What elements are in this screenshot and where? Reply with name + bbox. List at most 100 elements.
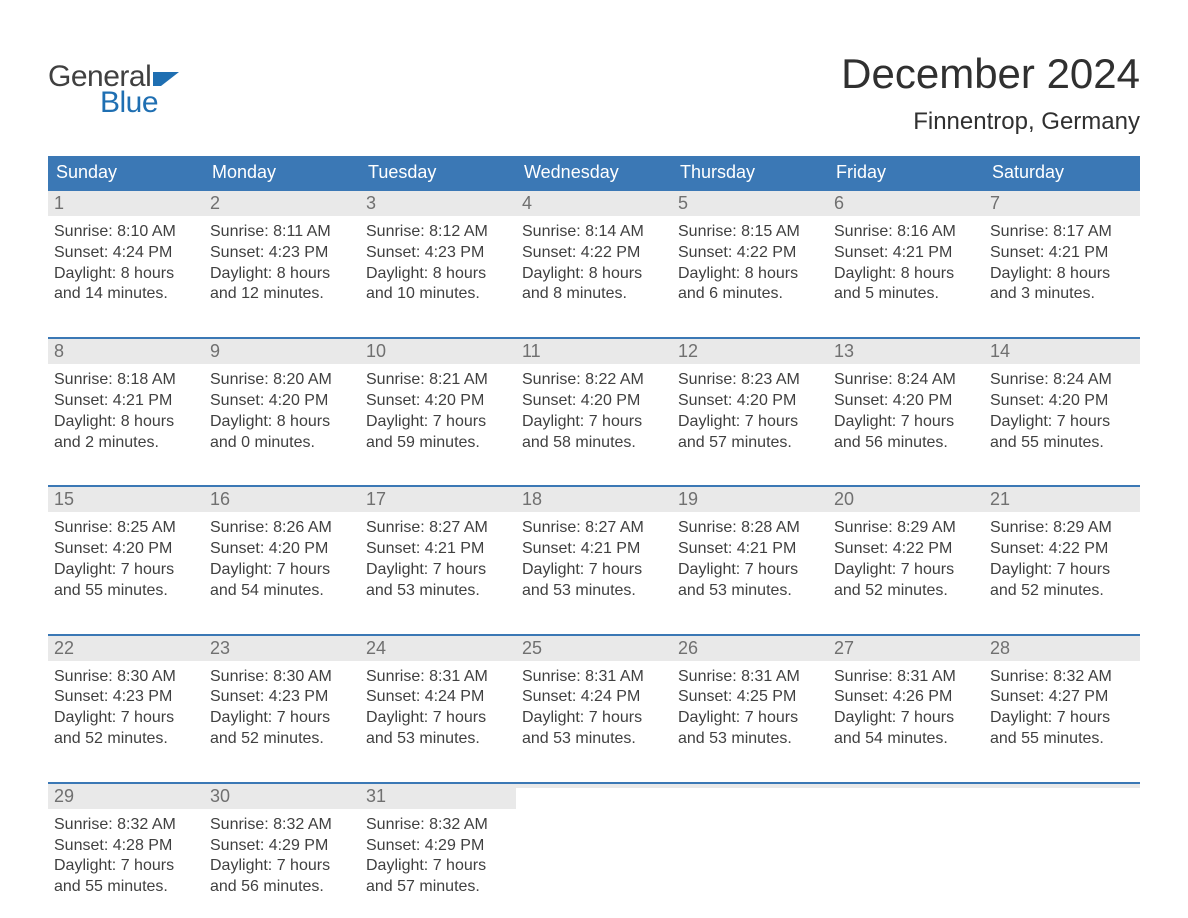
sunset-line: Sunset: 4:20 PM — [210, 539, 354, 560]
daylight-line-1: Daylight: 7 hours — [366, 708, 510, 729]
sunrise-line: Sunrise: 8:30 AM — [54, 667, 198, 688]
calendar-day-cell: 27Sunrise: 8:31 AMSunset: 4:26 PMDayligh… — [828, 636, 984, 756]
page-title: December 2024 — [841, 50, 1140, 98]
sunrise-line: Sunrise: 8:20 AM — [210, 370, 354, 391]
sunrise-line: Sunrise: 8:24 AM — [834, 370, 978, 391]
sunset-line: Sunset: 4:24 PM — [522, 687, 666, 708]
day-body: Sunrise: 8:21 AMSunset: 4:20 PMDaylight:… — [360, 364, 516, 459]
sunrise-line: Sunrise: 8:11 AM — [210, 222, 354, 243]
daylight-line-2: and 56 minutes. — [210, 877, 354, 898]
daylight-line-2: and 55 minutes. — [54, 581, 198, 602]
calendar-day-cell: 18Sunrise: 8:27 AMSunset: 4:21 PMDayligh… — [516, 487, 672, 607]
daylight-line-2: and 52 minutes. — [210, 729, 354, 750]
calendar-day-cell: 17Sunrise: 8:27 AMSunset: 4:21 PMDayligh… — [360, 487, 516, 607]
daylight-line-2: and 55 minutes. — [990, 729, 1134, 750]
day-body: Sunrise: 8:14 AMSunset: 4:22 PMDaylight:… — [516, 216, 672, 311]
daylight-line-1: Daylight: 7 hours — [990, 560, 1134, 581]
daylight-line-1: Daylight: 7 hours — [54, 856, 198, 877]
sunrise-line: Sunrise: 8:24 AM — [990, 370, 1134, 391]
sunset-line: Sunset: 4:24 PM — [366, 687, 510, 708]
sunrise-line: Sunrise: 8:32 AM — [366, 815, 510, 836]
day-body: Sunrise: 8:30 AMSunset: 4:23 PMDaylight:… — [204, 661, 360, 756]
day-body: Sunrise: 8:32 AMSunset: 4:27 PMDaylight:… — [984, 661, 1140, 756]
daylight-line-2: and 6 minutes. — [678, 284, 822, 305]
calendar-week: 8Sunrise: 8:18 AMSunset: 4:21 PMDaylight… — [48, 337, 1140, 459]
sunrise-line: Sunrise: 8:12 AM — [366, 222, 510, 243]
calendar-day-cell: 13Sunrise: 8:24 AMSunset: 4:20 PMDayligh… — [828, 339, 984, 459]
day-body: Sunrise: 8:18 AMSunset: 4:21 PMDaylight:… — [48, 364, 204, 459]
daylight-line-2: and 58 minutes. — [522, 433, 666, 454]
day-body: Sunrise: 8:20 AMSunset: 4:20 PMDaylight:… — [204, 364, 360, 459]
day-body — [984, 788, 1140, 800]
daylight-line-1: Daylight: 7 hours — [678, 560, 822, 581]
sunset-line: Sunset: 4:23 PM — [210, 243, 354, 264]
daylight-line-1: Daylight: 8 hours — [210, 264, 354, 285]
daylight-line-1: Daylight: 7 hours — [678, 412, 822, 433]
day-body: Sunrise: 8:31 AMSunset: 4:26 PMDaylight:… — [828, 661, 984, 756]
page-header: General Blue December 2024 Finnentrop, G… — [48, 30, 1140, 150]
day-number: 22 — [48, 636, 204, 661]
daylight-line-1: Daylight: 7 hours — [366, 560, 510, 581]
daylight-line-2: and 10 minutes. — [366, 284, 510, 305]
daylight-line-2: and 59 minutes. — [366, 433, 510, 454]
daylight-line-2: and 5 minutes. — [834, 284, 978, 305]
day-number: 18 — [516, 487, 672, 512]
sunrise-line: Sunrise: 8:29 AM — [834, 518, 978, 539]
day-body: Sunrise: 8:12 AMSunset: 4:23 PMDaylight:… — [360, 216, 516, 311]
calendar-day-cell: 16Sunrise: 8:26 AMSunset: 4:20 PMDayligh… — [204, 487, 360, 607]
weeks-container: 1Sunrise: 8:10 AMSunset: 4:24 PMDaylight… — [48, 189, 1140, 904]
daylight-line-1: Daylight: 7 hours — [990, 412, 1134, 433]
day-number: 17 — [360, 487, 516, 512]
day-body: Sunrise: 8:22 AMSunset: 4:20 PMDaylight:… — [516, 364, 672, 459]
day-number: 16 — [204, 487, 360, 512]
day-body: Sunrise: 8:31 AMSunset: 4:25 PMDaylight:… — [672, 661, 828, 756]
calendar-day-cell: 4Sunrise: 8:14 AMSunset: 4:22 PMDaylight… — [516, 191, 672, 311]
calendar-day-cell: 5Sunrise: 8:15 AMSunset: 4:22 PMDaylight… — [672, 191, 828, 311]
daylight-line-2: and 53 minutes. — [522, 581, 666, 602]
sunset-line: Sunset: 4:20 PM — [678, 391, 822, 412]
calendar-day-cell — [828, 784, 984, 904]
day-header-sunday: Sunday — [48, 156, 204, 189]
day-header-friday: Friday — [828, 156, 984, 189]
calendar: Sunday Monday Tuesday Wednesday Thursday… — [48, 156, 1140, 904]
daylight-line-2: and 8 minutes. — [522, 284, 666, 305]
sunrise-line: Sunrise: 8:18 AM — [54, 370, 198, 391]
day-number: 9 — [204, 339, 360, 364]
sunrise-line: Sunrise: 8:30 AM — [210, 667, 354, 688]
day-number: 27 — [828, 636, 984, 661]
sunset-line: Sunset: 4:20 PM — [990, 391, 1134, 412]
daylight-line-2: and 57 minutes. — [366, 877, 510, 898]
sunrise-line: Sunrise: 8:23 AM — [678, 370, 822, 391]
daylight-line-1: Daylight: 8 hours — [54, 264, 198, 285]
sunrise-line: Sunrise: 8:10 AM — [54, 222, 198, 243]
calendar-day-cell: 22Sunrise: 8:30 AMSunset: 4:23 PMDayligh… — [48, 636, 204, 756]
day-body: Sunrise: 8:30 AMSunset: 4:23 PMDaylight:… — [48, 661, 204, 756]
calendar-day-cell: 15Sunrise: 8:25 AMSunset: 4:20 PMDayligh… — [48, 487, 204, 607]
calendar-day-cell: 9Sunrise: 8:20 AMSunset: 4:20 PMDaylight… — [204, 339, 360, 459]
daylight-line-2: and 54 minutes. — [834, 729, 978, 750]
day-number: 15 — [48, 487, 204, 512]
day-number: 3 — [360, 191, 516, 216]
sunrise-line: Sunrise: 8:32 AM — [54, 815, 198, 836]
daylight-line-1: Daylight: 7 hours — [366, 856, 510, 877]
sunset-line: Sunset: 4:22 PM — [834, 539, 978, 560]
daylight-line-1: Daylight: 7 hours — [522, 560, 666, 581]
title-block: December 2024 Finnentrop, Germany — [841, 30, 1140, 150]
daylight-line-2: and 53 minutes. — [366, 581, 510, 602]
day-body: Sunrise: 8:10 AMSunset: 4:24 PMDaylight:… — [48, 216, 204, 311]
sunset-line: Sunset: 4:23 PM — [54, 687, 198, 708]
calendar-day-cell: 29Sunrise: 8:32 AMSunset: 4:28 PMDayligh… — [48, 784, 204, 904]
sunrise-line: Sunrise: 8:27 AM — [366, 518, 510, 539]
sunrise-line: Sunrise: 8:17 AM — [990, 222, 1134, 243]
calendar-day-cell: 2Sunrise: 8:11 AMSunset: 4:23 PMDaylight… — [204, 191, 360, 311]
calendar-day-cell: 14Sunrise: 8:24 AMSunset: 4:20 PMDayligh… — [984, 339, 1140, 459]
sunrise-line: Sunrise: 8:28 AM — [678, 518, 822, 539]
daylight-line-2: and 53 minutes. — [366, 729, 510, 750]
daylight-line-2: and 12 minutes. — [210, 284, 354, 305]
sunset-line: Sunset: 4:20 PM — [366, 391, 510, 412]
sunset-line: Sunset: 4:20 PM — [54, 539, 198, 560]
day-number: 4 — [516, 191, 672, 216]
day-body: Sunrise: 8:32 AMSunset: 4:29 PMDaylight:… — [360, 809, 516, 904]
calendar-day-cell — [672, 784, 828, 904]
day-number: 10 — [360, 339, 516, 364]
